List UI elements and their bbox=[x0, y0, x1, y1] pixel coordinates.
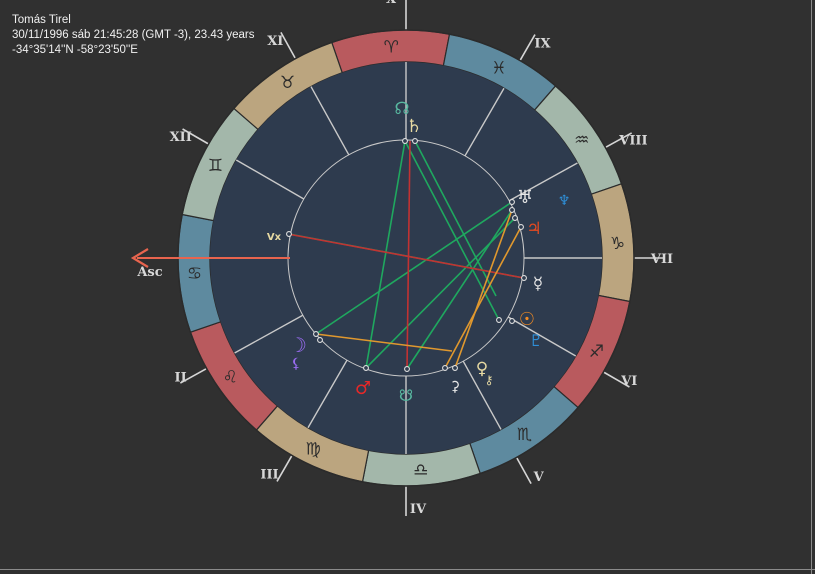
house-cusp-line bbox=[235, 159, 305, 200]
sign-scorpio-icon: ♏ bbox=[517, 425, 532, 445]
birth-datetime: 30/11/1996 sáb 21:45:28 (GMT -3), 23.43 … bbox=[12, 29, 255, 41]
sign-libra-icon: ♎ bbox=[413, 460, 428, 480]
planet-dot bbox=[317, 337, 323, 343]
planet-south-node-icon[interactable]: ☋ bbox=[399, 386, 413, 405]
planet-dot bbox=[412, 138, 418, 144]
sign-capricorn-icon: ♑ bbox=[610, 234, 625, 254]
house-label-vii: VII bbox=[650, 252, 673, 267]
person-name: Tomás Tirel bbox=[12, 14, 71, 26]
aspect-line-green bbox=[365, 140, 406, 369]
ascendant-arrow-head bbox=[130, 248, 149, 268]
house-cusp-line bbox=[307, 359, 348, 429]
house-cusp-tick bbox=[515, 457, 532, 485]
house-cusp-lines bbox=[234, 62, 602, 454]
aspect-line-red bbox=[406, 140, 411, 370]
birth-coordinates: -34°35'14''N -58°23'50''E bbox=[12, 44, 138, 56]
house-cusp-line bbox=[464, 87, 505, 157]
planet-glyphs: ☊♄ ♅ ♆ ♃ ☿ ☉♇ ♀ ⚳ ⚷ ☋ ♂ ☽⚸ Vx bbox=[267, 99, 570, 405]
sign-sagittarius-icon: ♐ bbox=[589, 342, 604, 362]
planet-saturn-icon[interactable]: ♄ bbox=[406, 116, 422, 137]
planet-position-dots bbox=[286, 138, 527, 372]
house-label-v: V bbox=[533, 470, 545, 485]
aspect-line-orange bbox=[454, 209, 513, 369]
planet-dot bbox=[402, 138, 408, 144]
sign-gemini-icon: ♊ bbox=[208, 156, 223, 176]
sign-leo-icon: ♌ bbox=[223, 368, 238, 388]
aspect-lines bbox=[287, 140, 525, 370]
planet-dot bbox=[509, 199, 515, 205]
planet-lilith-icon[interactable]: ⚸ bbox=[291, 356, 301, 372]
planet-moon-icon[interactable]: ☽ bbox=[289, 333, 307, 357]
planet-uranus-icon[interactable]: ♅ bbox=[517, 187, 533, 208]
sign-cancer-icon: ♋ bbox=[187, 264, 202, 284]
planet-dot bbox=[509, 207, 515, 213]
planet-chiron-icon[interactable]: ⚷ bbox=[485, 373, 494, 387]
house-cusp-line bbox=[508, 162, 578, 202]
planet-dot bbox=[313, 331, 319, 337]
sign-aries-icon: ♈ bbox=[384, 38, 399, 58]
planet-dot bbox=[442, 365, 448, 371]
planet-north-node-icon[interactable]: ☊ bbox=[394, 99, 409, 119]
house-cusp-tick bbox=[276, 455, 293, 482]
planet-dot bbox=[518, 224, 524, 230]
planet-mars-icon[interactable]: ♂ bbox=[355, 378, 371, 399]
aspect-line-green bbox=[315, 201, 513, 335]
house-cusp-lines-outer bbox=[179, 0, 664, 516]
window-border-right bbox=[811, 0, 812, 574]
planet-dot bbox=[512, 215, 518, 221]
house-cusp-line bbox=[507, 316, 577, 357]
planet-mercury-icon[interactable]: ☿ bbox=[533, 274, 543, 294]
house-label-xii: XII bbox=[170, 130, 192, 145]
planet-neptune-icon[interactable]: ♆ bbox=[558, 193, 571, 209]
house-cusp-tick bbox=[519, 34, 536, 61]
house-cusp-tick bbox=[603, 371, 630, 388]
planet-dot bbox=[286, 231, 292, 237]
house-label-viii: VIII bbox=[618, 134, 647, 149]
planet-dot bbox=[521, 275, 527, 281]
planet-dot bbox=[496, 317, 502, 323]
chart-info-panel: Tomás Tirel 30/11/1996 sáb 21:45:28 (GMT… bbox=[12, 13, 255, 58]
sign-pisces-icon: ♓ bbox=[491, 58, 506, 78]
aspect-line-orange bbox=[315, 333, 453, 352]
zodiac-ring: ♈ ♓ ♒ ♑ ♐ ♏ ♎ ♍ ♌ ♋ ♊ ♉ bbox=[177, 29, 635, 487]
sign-virgo-icon: ♍ bbox=[305, 440, 320, 460]
planet-dot bbox=[404, 366, 410, 372]
aspect-line-green bbox=[406, 209, 513, 370]
house-cusp-tick bbox=[280, 31, 297, 59]
window-border-bottom bbox=[0, 569, 815, 570]
chart-inner-disc bbox=[210, 62, 602, 454]
planet-dot bbox=[363, 365, 369, 371]
sign-aquarius-icon: ♒ bbox=[574, 130, 589, 150]
house-labels: XIXVIIIVIIVIVIVIIIIIXIIXI bbox=[170, 0, 674, 517]
house-label-xi: XI bbox=[267, 34, 283, 49]
planet-venus-icon[interactable]: ♀ bbox=[476, 359, 488, 379]
sign-taurus-icon: ♉ bbox=[280, 73, 295, 93]
planet-ceres-icon[interactable]: ⚳ bbox=[450, 379, 460, 395]
planet-dot bbox=[509, 318, 515, 324]
house-cusp-tick bbox=[605, 132, 633, 149]
planet-pluto-icon[interactable]: ♇ bbox=[529, 331, 543, 350]
house-cusp-line bbox=[462, 360, 502, 430]
house-cusp-tick bbox=[182, 128, 209, 145]
house-label-x: X bbox=[386, 0, 397, 7]
aspect-line-red bbox=[287, 233, 525, 279]
house-cusp-tick bbox=[179, 367, 207, 384]
house-label-ix: IX bbox=[534, 36, 551, 51]
aspect-line-orange bbox=[444, 226, 522, 369]
house-label-ii: II bbox=[175, 370, 187, 385]
planet-vertex-icon[interactable]: Vx bbox=[267, 232, 282, 243]
planet-sun-icon[interactable]: ☉ bbox=[519, 309, 535, 330]
ascendant-marker: Asc bbox=[130, 248, 290, 280]
house-label-iii: III bbox=[260, 468, 278, 483]
house-label-vi: VI bbox=[620, 374, 637, 389]
house-label-iv: IV bbox=[410, 502, 427, 517]
ascendant-label: Asc bbox=[136, 265, 162, 280]
house-cusp-line bbox=[234, 314, 304, 354]
planet-jupiter-icon[interactable]: ♃ bbox=[526, 219, 541, 239]
planet-dot bbox=[452, 365, 458, 371]
house-cusp-line bbox=[310, 86, 350, 156]
